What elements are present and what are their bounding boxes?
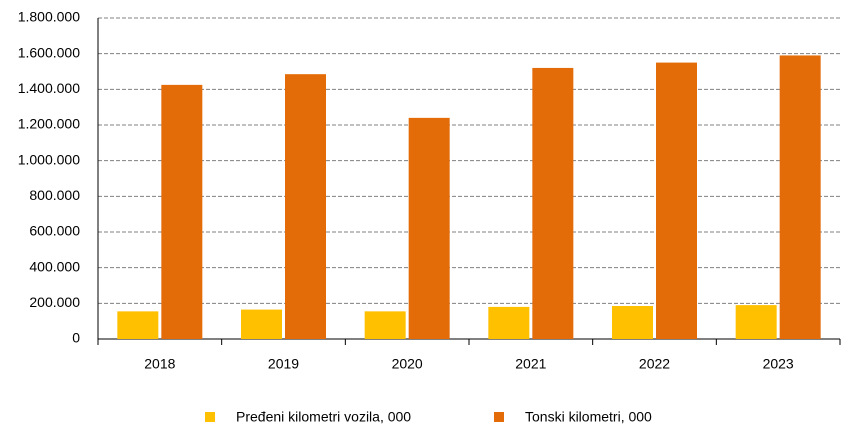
- y-tick-label: 600.000: [29, 223, 80, 239]
- bar: [656, 62, 697, 339]
- x-tick-label: 2020: [392, 356, 423, 372]
- y-tick-label: 800.000: [29, 187, 80, 203]
- x-tick-label: 2022: [639, 356, 670, 372]
- bar: [735, 305, 777, 339]
- bar: [488, 306, 530, 339]
- legend-swatch: [494, 412, 504, 422]
- y-tick-label: 1.000.000: [18, 151, 80, 167]
- bar: [161, 84, 203, 339]
- x-tick-label: 2018: [144, 356, 175, 372]
- legend-label: Tonski kilometri, 000: [525, 409, 652, 425]
- bar: [364, 311, 406, 339]
- bar: [779, 55, 821, 339]
- y-tick-label: 1.600.000: [18, 44, 80, 60]
- legend-label: Pređeni kilometri vozila, 000: [236, 409, 411, 425]
- y-tick-label: 0: [72, 330, 80, 346]
- y-tick-label: 1.400.000: [18, 80, 80, 96]
- legend-swatch: [205, 412, 215, 422]
- x-tick-label: 2023: [763, 356, 794, 372]
- x-tick-label: 2019: [268, 356, 299, 372]
- x-tick-label: 2021: [515, 356, 546, 372]
- y-tick-label: 1.800.000: [18, 9, 80, 25]
- bar: [408, 117, 450, 339]
- bar: [285, 74, 326, 340]
- y-tick-label: 200.000: [29, 294, 80, 310]
- y-tick-label: 400.000: [29, 258, 80, 274]
- bar: [241, 309, 282, 339]
- bar: [117, 311, 159, 339]
- bar: [532, 67, 574, 339]
- y-tick-label: 1.200.000: [18, 116, 80, 132]
- bar: [612, 306, 653, 339]
